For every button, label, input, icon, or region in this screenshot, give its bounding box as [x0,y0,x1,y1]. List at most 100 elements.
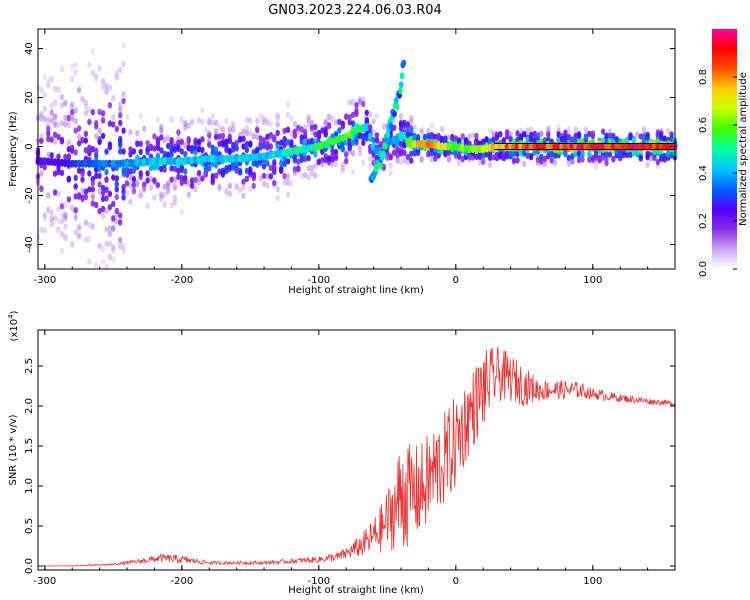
heatmap-cell [484,136,489,144]
heatmap-cell [94,152,99,159]
spectrogram-y-tick-label: 20 [24,91,35,104]
heatmap-cell [350,150,356,157]
heatmap-cell [63,234,68,241]
heatmap-cell [669,151,674,159]
heatmap-cell [398,158,404,166]
heatmap-cell [100,117,106,124]
snr-y-tick-label: 0.5 [24,518,35,534]
heatmap-cell [128,198,133,205]
heatmap-cell [659,149,664,156]
heatmap-cell [393,96,399,104]
heatmap-cell [244,117,250,124]
heatmap-cell [121,167,126,174]
heatmap-cell [313,162,318,170]
heatmap-cell [111,215,116,222]
heatmap-cell [340,140,345,147]
heatmap-cell [388,169,393,177]
heatmap-cell [111,200,116,208]
heatmap-cell [296,158,301,165]
heatmap-cell [66,116,72,123]
heatmap-cell [251,133,256,140]
heatmap-cell [573,132,578,139]
heatmap-cell [87,106,92,113]
heatmap-cell [265,119,270,127]
heatmap-cell [354,110,359,118]
heatmap-cell [487,154,493,161]
heatmap-cell [165,188,171,195]
heatmap-cell [193,176,198,184]
heatmap-cell [241,135,246,142]
heatmap-cell [183,178,188,185]
snr-x-tick-label: -200 [170,576,193,587]
heatmap-cell [552,159,558,166]
heatmap-cell [186,180,191,187]
heatmap-cell [600,154,606,161]
heatmap-cell [87,235,92,243]
snr-y-label: SNR (10 * v/v) [8,414,19,485]
heatmap-cell [172,143,178,151]
heatmap-cell [532,130,537,137]
heatmap-cell [124,171,130,178]
heatmap-cell [347,145,352,152]
colorbar-ticks: 0.0 0.2 0.4 0.6 0.8 [698,69,737,277]
heatmap-cell [374,132,380,139]
heatmap-cell [200,107,205,114]
heatmap-cell [145,202,150,209]
heatmap-cell [176,139,181,146]
heatmap-cell [66,153,72,160]
heatmap-cell [590,154,595,162]
heatmap-cell [56,226,61,233]
heatmap-cell [272,179,277,187]
heatmap-cell [501,137,506,144]
heatmap-cell [580,156,585,163]
heatmap-cell [104,226,109,233]
heatmap-cell [244,167,250,175]
heatmap-cell [159,147,164,154]
heatmap-cell [162,136,167,144]
heatmap-cell [385,131,391,138]
heatmap-cell [285,111,291,119]
heatmap-cell [59,102,65,109]
heatmap-cell [46,135,51,143]
heatmap-cell [66,139,72,146]
heatmap-cell [248,166,253,173]
heatmap-cell [594,154,599,161]
heatmap-cell [446,156,452,163]
heatmap-cell [220,132,226,140]
heatmap-cell [309,137,315,144]
heatmap-cell [210,149,215,157]
heatmap-cell [131,188,137,196]
heatmap-cell [344,113,349,121]
heatmap-cell [426,132,431,140]
heatmap-cell [100,189,106,197]
heatmap-cell [49,109,54,117]
heatmap-cell [261,180,267,187]
spectrogram-x-label: Height of straight line (km) [288,285,424,296]
heatmap-cell [399,72,405,80]
heatmap-cell [83,109,89,117]
colorbar-tick-label: 0.8 [698,69,709,85]
heatmap-cell [121,148,126,155]
heatmap-cell [323,118,328,125]
heatmap-cell [368,163,373,170]
heatmap-cell [309,128,315,135]
heatmap-cell [529,135,534,143]
heatmap-cell [83,236,89,243]
heatmap-cell [306,113,311,121]
heatmap-cell [453,135,458,142]
heatmap-cell [563,134,568,141]
heatmap-cell [412,135,417,142]
heatmap-cell [409,157,414,164]
heatmap-cell [487,138,493,145]
heatmap-cell [210,144,215,151]
heatmap-cell [258,135,263,142]
heatmap-cell [453,149,458,156]
heatmap-cell [515,130,520,137]
heatmap-cell [73,193,78,200]
heatmap-cell [292,166,298,173]
heatmap-cell [566,160,571,167]
heatmap-cell [100,78,106,85]
snr-x-tick-label: -100 [307,576,330,587]
heatmap-cell [118,237,123,244]
heatmap-cell [152,194,157,201]
